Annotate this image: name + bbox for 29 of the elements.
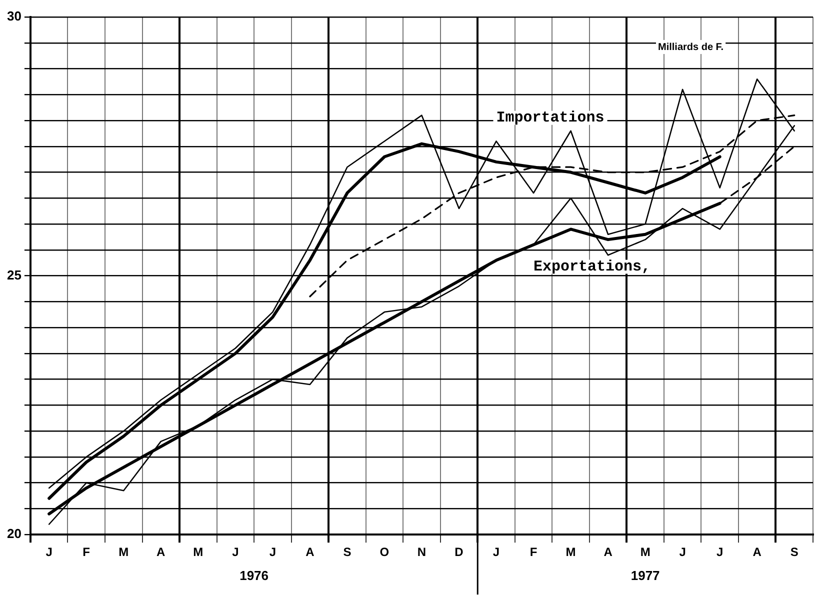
x-tick-label: A [306,545,315,560]
x-tick-label: F [82,545,90,560]
x-tick-label: F [530,545,538,560]
y-tick-label: 20 [6,526,22,542]
x-tick-label: J [716,545,724,560]
annotation: Milliards de F. [658,42,724,53]
x-tick-label: O [380,545,390,560]
x-tick-label: J [492,545,500,560]
x-tick-label: J [269,545,276,560]
x-tick-label: J [232,545,239,560]
text: 1977 [630,568,660,584]
x-tick-label: D [454,545,464,560]
y-tick-label: 30 [6,8,22,24]
x-tick-label: N [417,545,426,560]
text: 1976 [240,568,269,584]
x-tick-label: A [752,545,762,560]
y-tick-label: 25 [6,267,22,282]
x-tick-label: M [566,545,576,560]
x-tick-label: S [343,545,352,560]
x-tick-label: A [156,545,166,560]
text: Importations [496,110,604,127]
x-tick-label: M [640,545,650,560]
x-tick-label: S [790,545,798,560]
x-tick-label: M [118,545,129,560]
x-tick-label: J [679,545,686,560]
x-tick-label: M [193,545,204,560]
x-tick-label: J [46,545,52,560]
series-label: Exportations, [534,258,651,276]
x-tick-label: A [604,545,613,560]
